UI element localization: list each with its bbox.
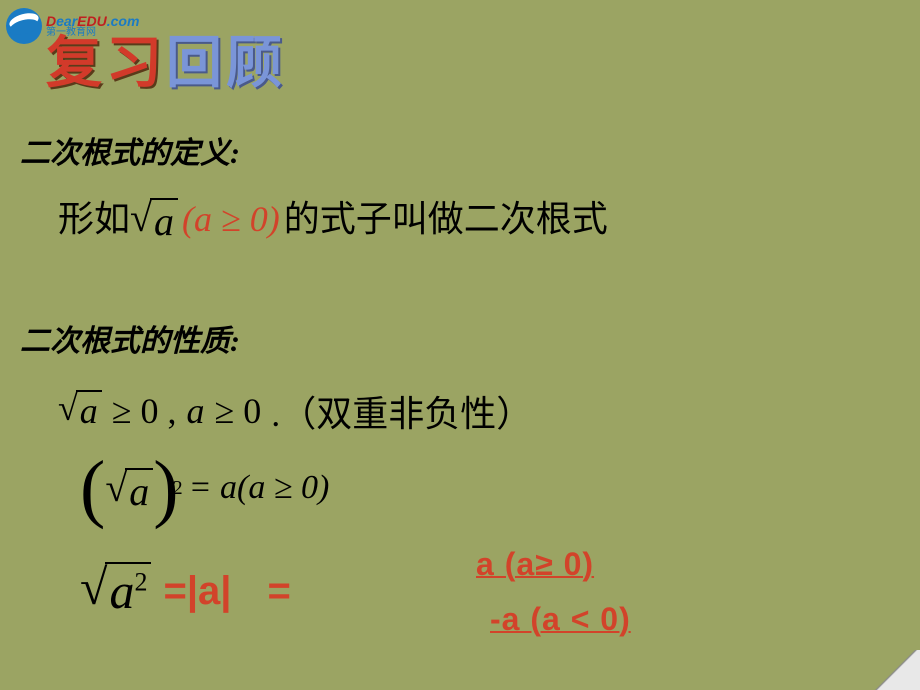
property-3: √ a2 =|a| = <box>80 562 291 620</box>
sqrt-a2-var: a <box>109 563 134 619</box>
sqrt-a-icon: √ a <box>130 198 178 245</box>
prop1-ge1: ≥ 0 , <box>112 390 177 432</box>
prop1-note: .（双重非负性） <box>271 385 532 437</box>
page-curl-icon <box>872 650 920 690</box>
radical-sign: √ <box>58 390 78 426</box>
prop2-rhs: = a(a ≥ 0) <box>189 469 330 507</box>
sqrt-a2-exp: 2 <box>134 567 147 596</box>
sqrt-a2-body: a2 <box>107 562 151 620</box>
property-1: √ a ≥ 0 , a ≥ 0 .（双重非负性） <box>58 385 532 437</box>
def-suffix: 的式子叫做二次根式 <box>284 190 608 242</box>
heading-properties: 二次根式的性质: <box>20 316 240 360</box>
superscript-2: 2 <box>173 477 183 500</box>
page-title: 复习回顾 <box>46 18 286 99</box>
prop1-var2: a <box>187 390 205 432</box>
sqrt-body: a <box>152 198 178 245</box>
sqrt-a2-icon: √ a2 <box>80 562 151 620</box>
heading-definition: 二次根式的定义: <box>20 128 240 172</box>
lparen-icon: ( <box>80 458 105 519</box>
sqrt-a-icon: √ a <box>58 390 102 432</box>
logo-swirl-icon <box>6 8 42 44</box>
def-prefix: 形如 <box>58 190 130 242</box>
radical-sign: √ <box>80 562 107 612</box>
equals-abs: =|a| <box>163 569 231 614</box>
def-condition: (a ≥ 0) <box>182 198 280 240</box>
property-2: ( √ a ) 2 = a(a ≥ 0) <box>80 458 329 519</box>
cases-block: a (a≥ 0) -a (a < 0) <box>476 546 631 638</box>
prop1-ge2: ≥ 0 <box>215 390 262 432</box>
case-2: -a (a < 0) <box>490 601 631 638</box>
case-1: a (a≥ 0) <box>476 546 631 583</box>
radical-sign: √ <box>130 198 152 238</box>
radical-sign: √ <box>105 468 127 508</box>
sqrt-body: a <box>78 390 102 432</box>
title-part1: 复习 <box>46 33 166 95</box>
sqrt-body: a <box>127 468 153 515</box>
title-part2: 回顾 <box>166 33 286 95</box>
definition-line: 形如 √ a (a ≥ 0) 的式子叫做二次根式 <box>58 190 608 245</box>
sqrt-a-icon: √ a <box>105 468 153 515</box>
equals-2: = <box>267 569 290 614</box>
